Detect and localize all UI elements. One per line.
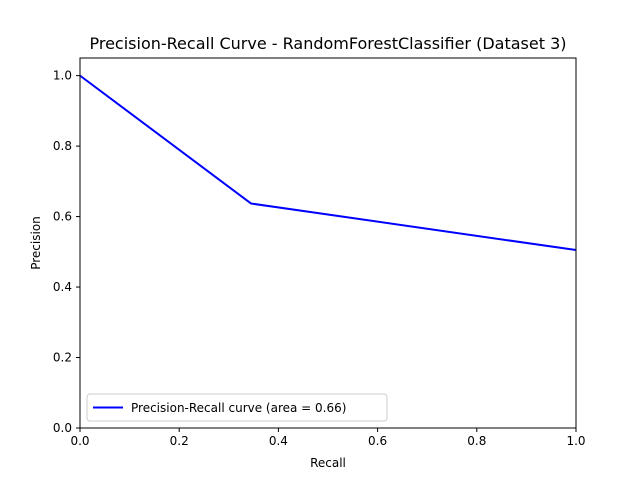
y-tick-label: 1.0 bbox=[53, 69, 72, 83]
plot-lines bbox=[79, 74, 577, 252]
legend: Precision-Recall curve (area = 0.66) bbox=[86, 393, 388, 422]
chart-title: Precision-Recall Curve - RandomForestCla… bbox=[89, 34, 566, 53]
legend-label: Precision-Recall curve (area = 0.66) bbox=[131, 401, 346, 415]
y-axis-label: Precision bbox=[29, 216, 43, 270]
x-tick-label: 0.2 bbox=[170, 434, 189, 448]
x-tick-label: 0.4 bbox=[269, 434, 288, 448]
plot-frame bbox=[79, 57, 577, 429]
x-tick-label: 0.8 bbox=[467, 434, 486, 448]
legend-box bbox=[86, 393, 388, 422]
y-tick-label: 0.0 bbox=[53, 421, 72, 435]
y-tick-label: 0.4 bbox=[53, 280, 72, 294]
y-tick-label: 0.2 bbox=[53, 351, 72, 365]
y-tick-label: 0.8 bbox=[53, 139, 72, 153]
x-axis-label: Recall bbox=[310, 456, 346, 470]
x-tick-label: 0.0 bbox=[70, 434, 89, 448]
y-tick-label: 0.6 bbox=[53, 210, 72, 224]
series-line-0 bbox=[79, 74, 577, 252]
x-tick-label: 1.0 bbox=[566, 434, 585, 448]
x-tick-label: 0.6 bbox=[368, 434, 387, 448]
x-axis-ticks: 0.0 0.2 0.4 0.6 0.8 1.0 bbox=[70, 428, 586, 448]
y-axis-ticks: 0.0 0.2 0.4 0.6 0.8 1.0 bbox=[53, 69, 80, 435]
